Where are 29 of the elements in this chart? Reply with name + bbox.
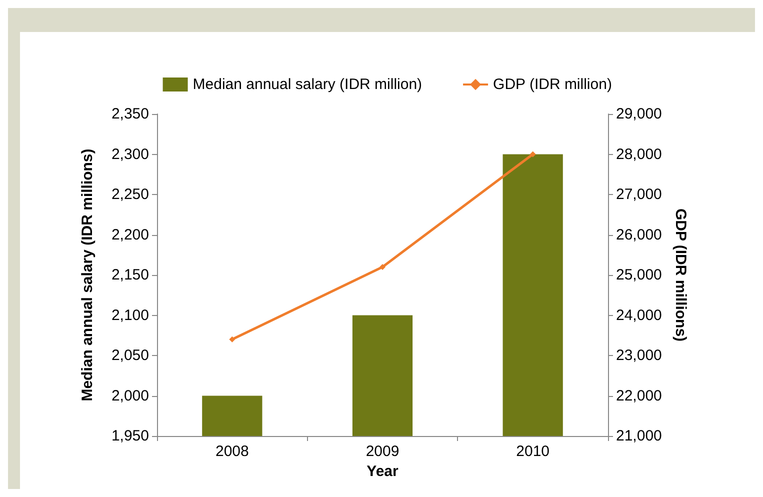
y-tick-label: 2,250: [111, 186, 149, 203]
point: [380, 264, 386, 270]
y-axis-title: Median annual salary (IDR millions): [79, 148, 96, 402]
x-tick-label: 2010: [516, 443, 550, 460]
legend-label: Median annual salary (IDR million): [192, 76, 422, 93]
y-tick-label: 2,000: [111, 387, 149, 404]
y2-tick-label: 22,000: [616, 387, 662, 404]
y2-tick-label: 26,000: [616, 226, 662, 244]
legend-label: GDP (IDR million): [493, 76, 612, 93]
y-tick-label: 2,300: [111, 146, 149, 163]
x-tick-label: 2009: [366, 443, 400, 460]
y-tick-label: 1,950: [111, 428, 149, 444]
y2-tick-label: 29,000: [616, 106, 662, 122]
y-tick-label: 2,050: [111, 347, 149, 364]
y-tick-label: 2,150: [111, 266, 149, 284]
y2-tick-label: 24,000: [616, 306, 662, 324]
point: [229, 336, 236, 342]
y2-axis-title: GDP (IDR millions): [672, 208, 689, 342]
y2-tick-label: 21,000: [616, 428, 662, 444]
y2-tick-label: 23,000: [616, 347, 662, 364]
point: [530, 151, 536, 158]
x-tick-label: 2008: [215, 443, 249, 460]
y-tick-label: 2,100: [111, 306, 149, 324]
y-tick-label: 2,200: [111, 226, 149, 244]
y-tick-label: 2,350: [111, 106, 149, 122]
x-axis-title: Year: [366, 462, 399, 480]
y2-tick-label: 27,000: [616, 186, 662, 203]
y2-tick-label: 28,000: [616, 146, 662, 163]
y2-tick-label: 25,000: [616, 266, 662, 284]
